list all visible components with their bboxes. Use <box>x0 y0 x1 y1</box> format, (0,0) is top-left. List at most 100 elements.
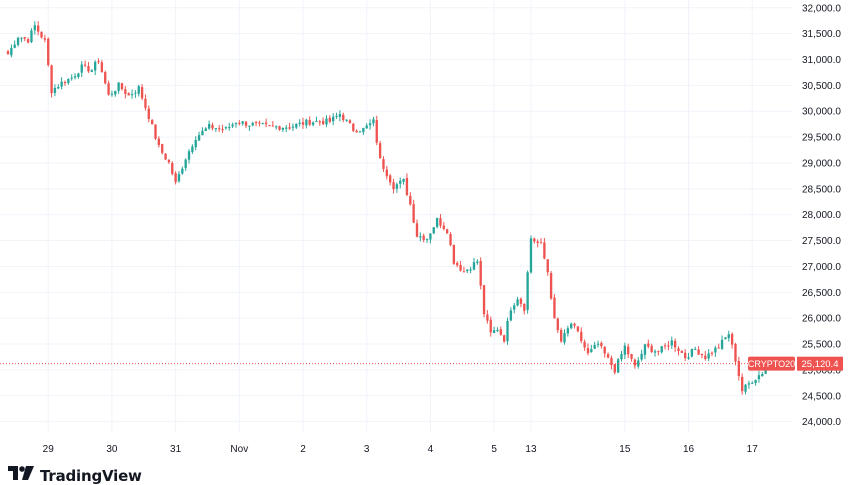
candle-up <box>117 82 120 91</box>
y-tick-label: 30,000.0 <box>802 107 841 118</box>
time-axis[interactable]: 29 30 31 Nov 2 3 4 5 13 15 16 17 <box>43 444 759 455</box>
candle-down <box>633 359 637 366</box>
candle-up <box>590 349 593 353</box>
y-tick-label: 25,000.0 <box>802 365 841 376</box>
candle-down <box>409 195 412 205</box>
candle-down <box>308 120 311 125</box>
candle-down <box>36 25 40 32</box>
y-tick-label: 28,000.0 <box>802 210 841 221</box>
candle-down <box>268 125 271 127</box>
candle-down <box>352 123 355 131</box>
candle-down <box>667 345 670 347</box>
candle-up <box>747 383 751 385</box>
candle-up <box>637 360 640 367</box>
candle-down <box>610 357 613 366</box>
candle-up <box>690 348 694 357</box>
candle-up <box>469 269 472 271</box>
candle-up <box>187 151 191 160</box>
candle-down <box>378 143 382 159</box>
candle-down <box>375 120 378 143</box>
candle-up <box>402 178 405 182</box>
candle-up <box>694 349 697 351</box>
candle-down <box>586 347 590 354</box>
price-chart[interactable]: 24,000.0 24,500.0 25,000.0 25,500.0 26,000.0… <box>0 0 852 462</box>
candle-up <box>214 128 218 130</box>
candle-up <box>20 37 23 39</box>
candle-up <box>181 168 184 174</box>
candle-down <box>717 347 720 349</box>
candle-down <box>107 83 110 95</box>
candle-down <box>677 348 680 352</box>
candle-up <box>177 174 181 182</box>
candle-down <box>684 352 687 359</box>
candle-down <box>385 169 388 177</box>
candle-up <box>234 123 238 125</box>
candle-down <box>355 130 358 133</box>
candle-down <box>459 264 462 271</box>
symbol-label: CRYPTO20 <box>748 359 795 369</box>
candle-up <box>754 379 757 384</box>
candle-up <box>281 127 285 130</box>
candle-down <box>271 125 275 127</box>
candle-up <box>241 121 244 124</box>
candle-up <box>687 357 690 359</box>
y-tick-label: 29,500.0 <box>802 133 841 144</box>
candles <box>6 21 771 395</box>
x-tick-label: 4 <box>428 444 434 455</box>
candle-down <box>164 153 167 160</box>
candle-down <box>144 98 147 108</box>
chart-canvas[interactable]: 24,000.0 24,500.0 25,000.0 25,500.0 26,000.0… <box>0 0 852 462</box>
brand-name: TradingView <box>40 466 142 485</box>
candle-up <box>506 320 509 342</box>
x-tick-label: 31 <box>170 444 182 455</box>
candle-down <box>83 64 87 66</box>
y-tick-label: 25,500.0 <box>802 340 841 351</box>
x-tick-label: 15 <box>619 444 631 455</box>
candle-up <box>197 135 201 141</box>
price-axis[interactable]: 24,000.0 24,500.0 25,000.0 25,500.0 26,000.0… <box>802 3 841 428</box>
candle-down <box>50 65 53 94</box>
y-tick-label: 27,500.0 <box>802 236 841 247</box>
candle-down <box>523 303 526 311</box>
candle-down <box>221 129 224 131</box>
candle-up <box>727 334 730 339</box>
candle-down <box>704 355 707 359</box>
candle-down <box>392 182 395 190</box>
candle-down <box>549 273 553 299</box>
candle-down <box>342 114 345 121</box>
candle-down <box>449 233 452 245</box>
y-tick-label: 24,500.0 <box>802 391 841 402</box>
candle-down <box>650 345 653 353</box>
candle-up <box>201 130 204 136</box>
candle-up <box>472 262 476 270</box>
candle-down <box>462 271 466 273</box>
candle-up <box>623 345 627 355</box>
candle-down <box>603 346 606 354</box>
x-tick-label: Nov <box>230 444 248 455</box>
candle-up <box>204 128 207 132</box>
y-tick-label: 24,000.0 <box>802 417 841 428</box>
candle-down <box>318 121 321 123</box>
candle-down <box>630 353 633 359</box>
candle-up <box>526 272 529 310</box>
candle-up <box>570 323 573 329</box>
candle-up <box>509 310 513 321</box>
candle-down <box>559 330 563 342</box>
candle-up <box>30 30 33 42</box>
candle-up <box>13 44 16 48</box>
candle-down <box>389 175 392 183</box>
candle-down <box>218 128 221 130</box>
candle-down <box>737 361 741 377</box>
candle-up <box>298 122 301 124</box>
candle-up <box>224 127 228 129</box>
candle-up <box>757 375 761 380</box>
candle-down <box>26 39 30 43</box>
symbol-label-bg <box>748 356 795 371</box>
candle-up <box>751 382 754 384</box>
candle-down <box>40 31 43 38</box>
candle-up <box>429 233 432 240</box>
candle-up <box>744 384 747 392</box>
candle-up <box>137 86 140 94</box>
footer-brand[interactable]: TradingView <box>8 466 142 485</box>
candle-down <box>452 244 456 264</box>
